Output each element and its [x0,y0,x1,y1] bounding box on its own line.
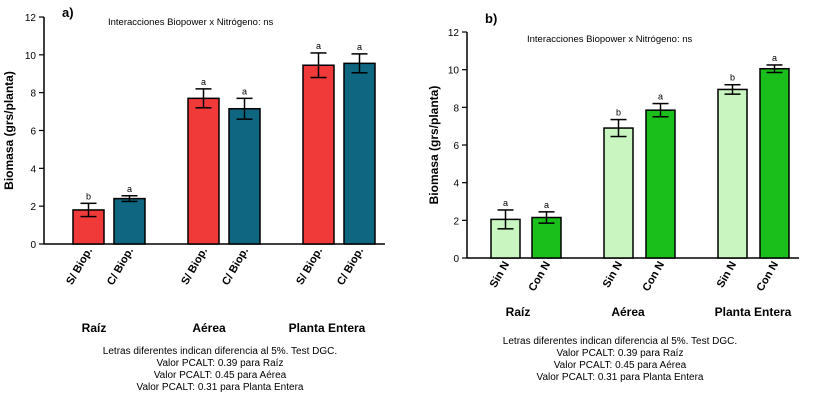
panel-b-y-tick-label: 6 [453,141,459,152]
panel-b-group-label: Raíz [506,305,531,319]
panel-b-title: Interacciones Biopower x Nitrógeno: ns [527,34,693,45]
panel-b-bar [603,127,634,259]
panel-a-group-label: Aérea [192,321,226,335]
panel-a-significance-letter: a [201,77,206,87]
panel-a-tick-label: S/ Biop. [179,246,210,287]
panel-a-y-tick-label: 6 [30,127,36,138]
panel-b-tick-label: Sin N [601,259,625,289]
panel-b-tick-label: Con N [641,259,668,293]
panel-a-y-tick-label: 10 [25,51,37,62]
panel-b-tick-label: Sin N [715,259,739,289]
panel-a-y-tick-label: 4 [30,164,36,175]
panel-a-group-label: Planta Entera [289,321,366,335]
panel-b-y-axis-title: Biomasa (grs/planta) [427,86,441,205]
panel-b-y-tick-label: 0 [453,254,459,265]
panel-b-y-tick-label: 8 [453,103,459,114]
panel-b-significance-letter: a [658,92,663,102]
panel-b-y-tick-label: 2 [453,216,459,227]
panel-a-bar [343,62,376,245]
panel-a-bar [228,107,261,245]
panel-b-significance-letter: b [730,73,735,83]
panel-a-y-tick-label: 2 [30,202,36,213]
panel-a-y-axis-title: Biomasa (grs/planta) [2,71,16,190]
panel-b-significance-letter: a [503,198,508,208]
note-line: Valor PCALT: 0.45 para Aérea [153,370,287,381]
note-line: Valor PCALT: 0.31 para Planta Entera [136,382,304,393]
panel-a-bar [113,197,146,245]
note-line: Valor PCALT: 0.31 para Planta Entera [536,372,704,383]
panel-a-tick-label: S/ Biop. [64,246,95,287]
panel-a-tick-label: C/ Biop. [335,246,366,288]
note-line: Letras diferentes indican diferencia al … [502,336,738,347]
panel-a-bar [187,97,220,245]
panel-a-label: a) [62,5,74,20]
panel-b-y-tick-label: 10 [448,66,460,77]
panel-a-bar [302,64,335,245]
panel-b-y-tick-label: 12 [448,28,460,39]
note-line: Valor PCALT: 0.45 para Aérea [553,360,687,371]
panel-b-significance-letter: a [544,200,549,210]
panel-a-y-tick-label: 12 [25,13,37,24]
panel-a-group-label: Raíz [82,321,107,335]
note-line: Valor PCALT: 0.39 para Raíz [156,358,284,369]
panel-a-significance-letter: a [242,86,247,96]
notes-panel-b: Letras diferentes indican diferencia al … [490,336,750,384]
panel-b-group-label: Planta Entera [715,305,792,319]
panel-a-y-tick-label: 8 [30,89,36,100]
panel-b-label: b) [485,11,497,26]
notes-panel-a: Letras diferentes indican diferencia al … [95,346,345,394]
panel-b-significance-letter: a [772,53,777,63]
panel-a-significance-letter: b [86,191,91,201]
panel-b-bar [717,88,748,259]
panel-b-bar [759,67,790,259]
note-line: Valor PCALT: 0.39 para Raíz [556,348,684,359]
panel-a-tick-label: C/ Biop. [220,246,251,288]
panel-a-significance-letter: a [127,184,132,194]
panel-b-group-label: Aérea [611,305,645,319]
panel-b-y-tick-label: 4 [453,179,459,190]
panel-b-significance-letter: b [616,108,621,118]
panel-b-tick-label: Con N [527,259,554,293]
panel-a-y-tick-label: 0 [30,240,36,251]
panel-a-title: Interacciones Biopower x Nitrógeno: ns [108,17,274,28]
panel-b-tick-label: Con N [755,259,782,293]
panel-a-tick-label: S/ Biop. [294,246,325,287]
panel-b-bar [645,109,676,259]
panel-a-significance-letter: a [316,41,321,51]
panel-a-significance-letter: a [357,42,362,52]
panel-b-tick-label: Sin N [488,259,512,289]
panel-a-tick-label: C/ Biop. [105,246,136,288]
note-line: Letras diferentes indican diferencia al … [102,346,338,357]
